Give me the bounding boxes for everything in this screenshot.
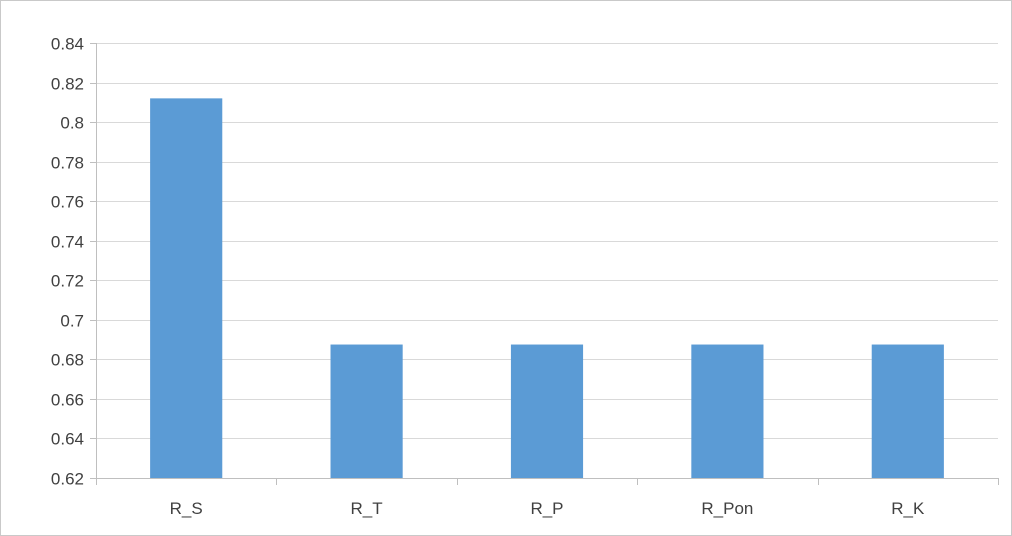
y-tick-label: 0.64 bbox=[51, 430, 84, 449]
y-tick-label: 0.72 bbox=[51, 272, 84, 291]
y-tick-label: 0.68 bbox=[51, 351, 84, 370]
x-tick-label: R_S bbox=[170, 499, 203, 518]
y-tick-label: 0.66 bbox=[51, 391, 84, 410]
y-tick-label: 0.84 bbox=[51, 35, 84, 54]
y-tick-label: 0.74 bbox=[51, 233, 84, 252]
bar-r-pon bbox=[691, 345, 763, 478]
bar-r-t bbox=[331, 345, 403, 478]
bar-r-p bbox=[511, 345, 583, 478]
y-tick-label: 0.78 bbox=[51, 154, 84, 173]
x-tick-label: R_T bbox=[351, 499, 383, 518]
bars bbox=[150, 98, 944, 478]
y-tick-labels: 0.62 0.64 0.66 0.68 0.7 0.72 0.74 0.76 0.78 0.8 0.… bbox=[51, 35, 84, 489]
x-tick-labels: R_S R_T R_P R_Pon R_K bbox=[170, 499, 925, 518]
x-tick-label: R_P bbox=[530, 499, 563, 518]
y-tick-label: 0.82 bbox=[51, 75, 84, 94]
bar-r-k bbox=[872, 345, 944, 478]
x-tick-label: R_K bbox=[891, 499, 925, 518]
y-tick-label: 0.76 bbox=[51, 193, 84, 212]
bar-r-s bbox=[150, 98, 222, 478]
y-tick-label: 0.7 bbox=[60, 312, 84, 331]
y-tick-label: 0.8 bbox=[60, 114, 84, 133]
x-tick-label: R_Pon bbox=[701, 499, 753, 518]
y-tick-label: 0.62 bbox=[51, 470, 84, 489]
